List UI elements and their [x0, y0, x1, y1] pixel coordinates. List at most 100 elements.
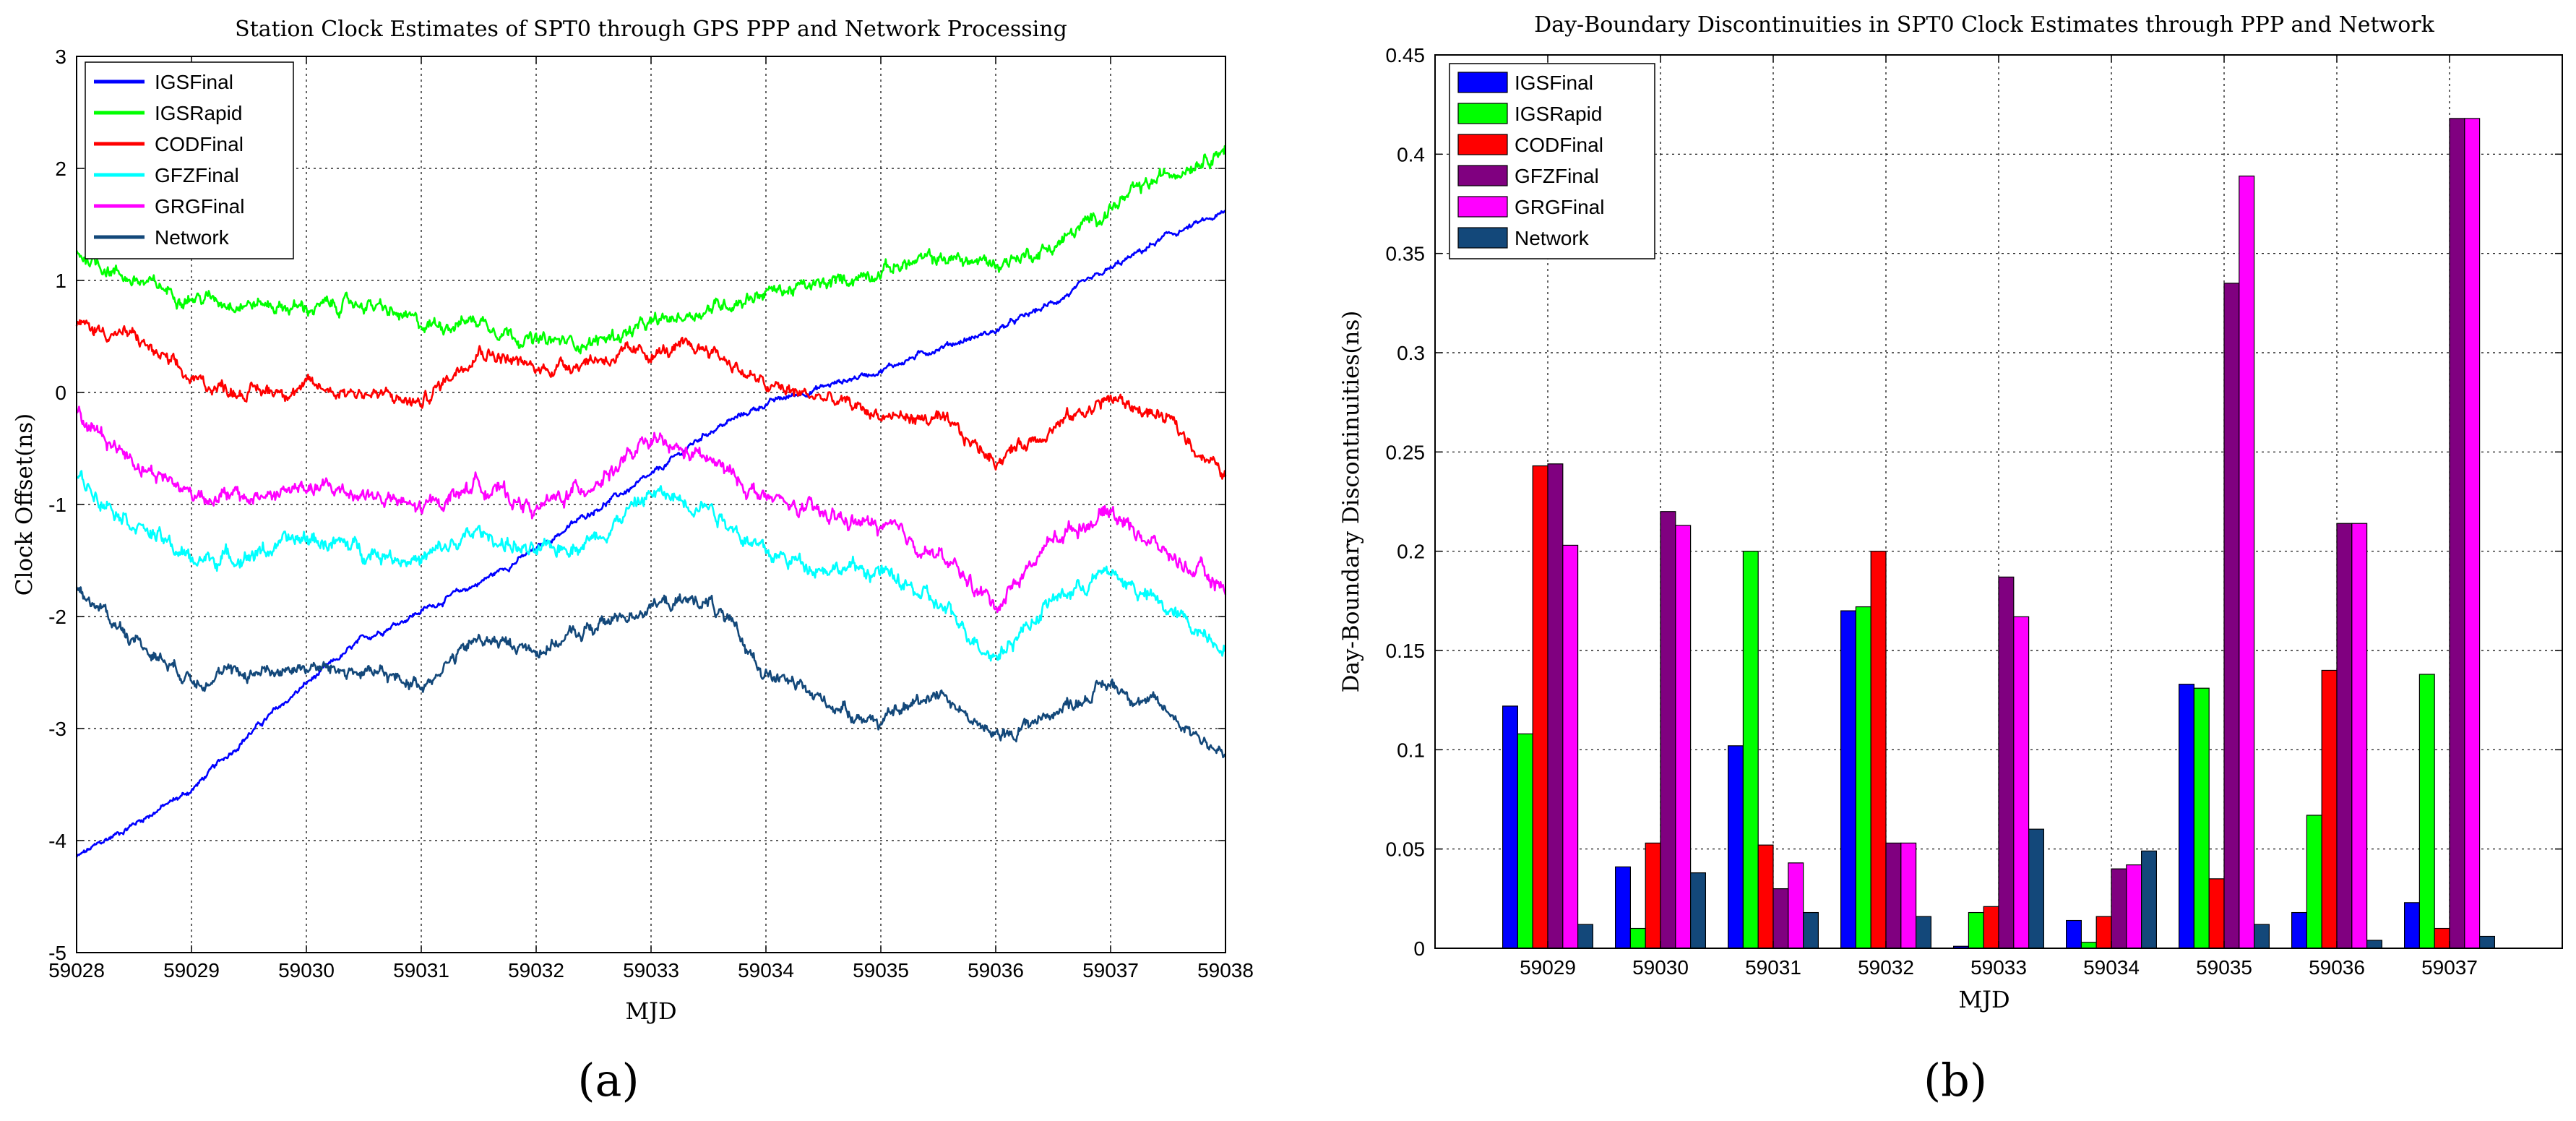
panel-b-bar-igsrapid-59034 [2080, 942, 2097, 949]
panel-a-y-tick-label: 1 [55, 270, 66, 292]
panel-a-x-tick-label: 59037 [1082, 959, 1139, 982]
panel-b-bar-codfinal-59037 [2434, 927, 2450, 949]
panel-a-x-tick-label: 59036 [968, 959, 1024, 982]
panel-a-legend-label: IGSFinal [155, 71, 233, 93]
panel-b-bar-gfzfinal-59031 [1772, 888, 1789, 949]
panel-b-x-tick-label: 59029 [1520, 956, 1576, 979]
panel-a-legend-box [85, 61, 294, 259]
panel-b-bar-igsrapid-59032 [1855, 606, 1871, 949]
panel-b-bar-igsfinal-59034 [2066, 919, 2082, 949]
panel-b-tick-labels: 59029 59030 59031 59032 59033 59034 59035 59036… [1386, 44, 2562, 979]
panel-b-bar-gfzfinal-59029 [1547, 463, 1564, 949]
panel-b-bar-igsrapid-59036 [2306, 815, 2322, 949]
panel-a-tick-labels: 59028 59029 59030 59031 59032 59033 59034 59035… [48, 46, 1254, 982]
panel-b-bar-grgfinal-59036 [2351, 523, 2368, 949]
panel-b-bar-grgfinal-59031 [1788, 862, 1804, 949]
panel-b-bar-network-59034 [2141, 850, 2158, 949]
panel-a-legend-label: CODFinal [155, 133, 244, 155]
panel-b-x-tick-label: 59032 [1858, 956, 1914, 979]
panel-b-bar-codfinal-59029 [1532, 465, 1548, 949]
panel-b-x-tick-label: 59036 [2309, 956, 2365, 979]
panel-b-y-tick-label: 0.05 [1386, 838, 1426, 861]
panel-a-ylabel: Clock Offset(ns) [12, 413, 38, 596]
panel-b-y-tick-label: 0.15 [1386, 640, 1426, 662]
panel-b-title: Day-Boundary Discontinuities in SPT0 Clo… [1534, 12, 2434, 38]
panel-b-y-tick-label: 0.2 [1397, 541, 1425, 563]
panel-a-title: Station Clock Estimates of SPT0 through … [235, 17, 1067, 42]
panel-a-legend: IGSFinal IGSRapid CODFinal GFZFinal GRGFinal… [85, 61, 294, 259]
panel-b-label: (b) [1924, 1054, 1987, 1107]
panel-b-bar-igsrapid-59031 [1742, 551, 1759, 949]
panel-a-series-line-igsrapid [75, 145, 1226, 355]
panel-a-y-tick-label: -2 [48, 606, 66, 628]
panel-b-bar-network-59031 [1803, 911, 1819, 949]
panel-b-bar-igsfinal-59030 [1615, 866, 1632, 949]
panel-b-bar-grgfinal-59032 [1900, 842, 1917, 949]
panel-b-bar-network-59030 [1690, 872, 1707, 949]
panel-a-legend-label: GRGFinal [155, 195, 244, 218]
panel-b-legend-label: IGSRapid [1515, 103, 1602, 125]
panel-b-bar-network-59029 [1577, 924, 1594, 949]
panel-a-y-tick-label: -1 [48, 494, 66, 516]
panel-b-legend-swatch [1457, 165, 1508, 186]
panel-b-x-tick-label: 59035 [2196, 956, 2252, 979]
panel-b-bar-igsrapid-59033 [1968, 911, 1984, 949]
panel-b-x-tick-label: 59033 [1970, 956, 2027, 979]
panel-a-series-line-network [75, 586, 1226, 759]
panel-b-bar-igsfinal-59029 [1502, 705, 1519, 949]
panel-b-bar-grgfinal-59035 [2239, 175, 2255, 949]
panel-b-bar-gfzfinal-59037 [2449, 118, 2465, 949]
panel-b-y-tick-label: 0.1 [1397, 739, 1425, 761]
panel-b-bar-grgfinal-59029 [1562, 544, 1579, 949]
panel-a-y-tick-label: -5 [48, 942, 66, 964]
panel-b-y-tick-label: 0.3 [1397, 342, 1425, 364]
panel-a-line-chart: 59028 59029 59030 59031 59032 59033 59034 59035… [12, 17, 1254, 1107]
panel-b-bar-igsrapid-59037 [2418, 674, 2435, 949]
panel-b-bar-igsfinal-59035 [2179, 684, 2195, 949]
panel-b-bar-codfinal-59035 [2208, 878, 2225, 949]
panel-b-bar-chart: 59029 59030 59031 59032 59033 59034 59035 59036… [1338, 12, 2563, 1107]
panel-b-x-tick-label: 59030 [1632, 956, 1689, 979]
panel-b-bar-igsfinal-59031 [1728, 745, 1744, 949]
panel-b-x-tick-label: 59034 [2083, 956, 2140, 979]
panel-a-x-tick-label: 59028 [48, 959, 105, 982]
panel-a-x-tick-label: 59034 [738, 959, 794, 982]
panel-a-series-line-codfinal [75, 319, 1227, 480]
panel-b-bar-gfzfinal-59030 [1660, 511, 1676, 949]
panel-a-series-lines [75, 145, 1227, 858]
panel-b-bar-codfinal-59030 [1645, 842, 1661, 949]
panel-b-legend-swatch [1457, 196, 1508, 218]
panel-b-bar-codfinal-59033 [1983, 906, 1999, 949]
panel-b-bar-grgfinal-59030 [1675, 525, 1692, 949]
panel-b-bar-gfzfinal-59036 [2336, 523, 2353, 949]
panel-b-y-tick-label: 0.35 [1386, 243, 1426, 265]
panel-b-bar-igsrapid-59029 [1517, 733, 1533, 949]
panel-b-legend-swatch [1457, 227, 1508, 249]
panel-b-x-tick-label: 59037 [2421, 956, 2478, 979]
panel-b-legend-swatch [1457, 103, 1508, 124]
panel-a-label: (a) [577, 1054, 639, 1107]
panel-a-legend-label: GFZFinal [155, 164, 239, 186]
panel-b-bar-codfinal-59034 [2095, 916, 2112, 949]
panel-a-x-tick-label: 59029 [163, 959, 220, 982]
panel-b-bar-network-59032 [1916, 916, 1932, 949]
panel-b-bar-codfinal-59032 [1870, 551, 1887, 949]
panel-b-y-tick-label: 0.45 [1386, 44, 1426, 66]
panel-b-bar-gfzfinal-59032 [1885, 842, 1902, 949]
panel-b-y-tick-label: 0.25 [1386, 441, 1426, 463]
panel-a-legend-label: IGSRapid [155, 102, 242, 124]
panel-a-x-tick-label: 59033 [623, 959, 679, 982]
panel-b-bar-igsfinal-59036 [2291, 911, 2308, 949]
panel-a-series-line-grgfinal [75, 405, 1227, 614]
panel-b-legend-box [1449, 63, 1655, 259]
panel-b-bar-igsfinal-59032 [1840, 610, 1857, 949]
panel-a-series-line-gfzfinal [75, 470, 1226, 662]
panel-b-bar-network-59033 [2028, 828, 2045, 949]
panel-b-bar-igsrapid-59035 [2193, 687, 2210, 949]
panel-b-bar-grgfinal-59034 [2126, 864, 2142, 949]
panel-b-bar-grgfinal-59037 [2464, 118, 2481, 949]
panel-a-y-tick-label: -4 [48, 830, 66, 852]
panel-b-bar-codfinal-59031 [1757, 844, 1774, 949]
panel-b-x-tick-label: 59031 [1745, 956, 1801, 979]
panel-b-bar-igsfinal-59037 [2404, 902, 2421, 949]
